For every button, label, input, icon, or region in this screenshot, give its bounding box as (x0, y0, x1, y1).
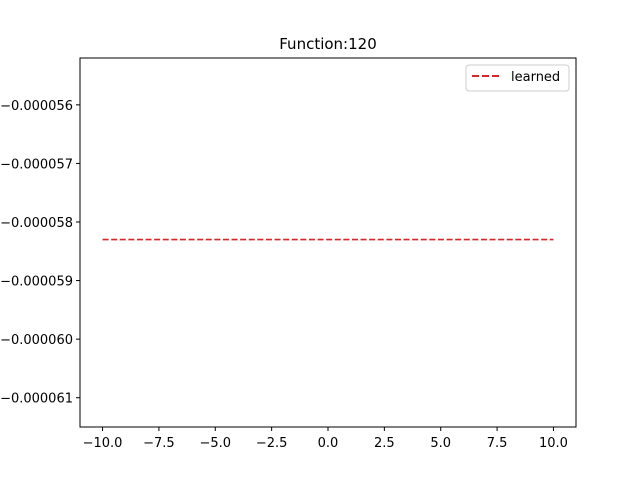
x-tick-label: 10.0 (539, 436, 568, 451)
x-tick-label: 0.0 (318, 436, 339, 451)
plot-area (80, 58, 576, 427)
legend-box (465, 64, 570, 92)
x-tick-label: 7.5 (487, 436, 508, 451)
x-tick-label: −2.5 (256, 436, 288, 451)
x-axis: −10.0 −7.5 −5.0 −2.5 0.0 2.5 5.0 7.5 10.0 (83, 427, 568, 451)
x-tick-label: 2.5 (374, 436, 395, 451)
x-tick-label: −5.0 (199, 436, 231, 451)
y-axis: −0.000056 −0.000057 −0.000058 −0.000059 −0.0… (0, 99, 80, 407)
y-tick-label: −0.000059 (0, 275, 73, 290)
x-tick-label: −7.5 (143, 436, 175, 451)
y-tick-label: −0.000056 (0, 99, 73, 114)
chart-title: Function:120 (279, 35, 377, 53)
y-tick-label: −0.000057 (0, 157, 73, 172)
plot-frame (79, 57, 577, 428)
legend: learned (465, 64, 570, 92)
x-tick-label: 5.0 (430, 436, 451, 451)
x-tick-label: −10.0 (83, 436, 123, 451)
y-tick-label: −0.000061 (0, 392, 73, 407)
y-tick-label: −0.000058 (0, 216, 73, 231)
legend-label-learned: learned (511, 70, 560, 85)
y-tick-label: −0.000060 (0, 333, 73, 348)
